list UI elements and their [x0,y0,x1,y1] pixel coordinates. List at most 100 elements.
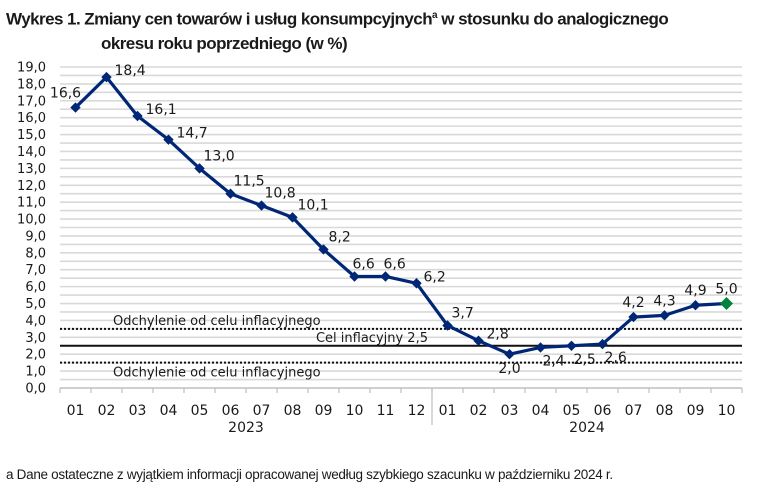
x-tick-label: 10 [718,403,736,419]
data-point-marker [287,212,298,223]
data-point-marker [163,134,174,145]
data-point-marker [318,244,329,255]
y-tick-label: 3,0 [25,331,46,346]
y-tick-label: 12,0 [17,179,46,194]
y-axis-ticks: 0,0 1,0 2,0 3,0 4,0 5,0 6,0 7,0 8,0 9,010,0 11,0 12… [17,61,46,397]
y-tick-label: 4,0 [25,314,46,329]
series-line-path [74,75,727,356]
data-label: 16,1 [146,102,177,118]
x-tick-label: 03 [501,403,519,419]
data-point-marker [628,311,639,323]
y-tick-label: 8,0 [25,246,46,261]
data-label: 2,4 [543,353,565,369]
x-axis: 01 02 03 04 05 06 07 08 09 10 11 12 01 02 03 04 05 06 07 08… [59,387,743,436]
title-line1: Wykres 1. Zmiany cen towarów i usług kon… [6,9,433,29]
series-line [74,75,727,356]
y-tick-label: 5,0 [25,297,46,312]
y-tick-label: 7,0 [25,263,46,278]
y-tick-label: 14,0 [17,145,46,160]
x-tick-label: 11 [377,403,395,419]
data-label: 3,7 [452,305,474,321]
data-point-marker [720,297,733,311]
data-point-marker [132,110,143,122]
x-tick-label: 05 [191,403,209,419]
y-tick-label: 11,0 [17,196,46,211]
data-label: 6,6 [353,256,375,272]
y-tick-label: 10,0 [17,213,46,228]
x-tick-label: 08 [656,403,674,419]
x-tick-label: 05 [563,403,581,419]
x-tick-label: 07 [625,403,643,419]
title-line1-rest: w stosunku do analogicznego [437,9,669,29]
data-point-marker [70,102,81,113]
x-tick-label: 12 [408,403,426,419]
y-tick-label: 13,0 [17,162,46,177]
x-tick-label: 06 [594,403,612,419]
data-point-marker [566,340,577,351]
data-point-marker [597,338,608,350]
x-group-label: 2024 [569,420,605,436]
title-line2: okresu roku poprzedniego (w %) [101,33,348,53]
y-tick-label: 18,0 [17,77,46,92]
x-group-label: 2023 [228,420,264,436]
data-point-marker [504,349,515,360]
reference-line-label: Odchylenie od celu inflacyjnego [113,366,321,381]
data-point-marker [411,278,422,289]
data-label: 2,8 [487,327,509,343]
y-tick-label: 6,0 [25,280,46,295]
reference-line-label: Odchylenie od celu inflacyjnego [113,314,321,329]
y-tick-label: 19,0 [17,61,46,76]
data-label: 2,0 [498,361,520,377]
y-tick-label: 9,0 [25,229,46,244]
reference-lines: Odchylenie od celu inflacyjnego Cel infla… [60,314,742,381]
data-point-marker [473,335,484,346]
data-label: 2,5 [574,352,596,368]
data-label: 5,0 [715,282,737,298]
data-label: 10,8 [265,186,296,202]
footnote: a Dane ostateczne z wyjątkiem informacji… [6,467,613,482]
data-point-marker [256,200,267,211]
gridlines [60,66,742,381]
data-point-marker [690,300,701,311]
data-point-marker [535,342,546,353]
data-point-marker [225,188,236,199]
y-tick-label: 0,0 [25,382,46,397]
title-footnote-marker: a [432,10,438,21]
data-label: 6,6 [384,256,406,272]
data-point-marker [659,310,670,321]
x-tick-label: 01 [439,403,457,419]
data-labels: 16,618,416,114,713,011,510,810,18,26,6 6,… [50,63,738,377]
x-tick-label: 02 [98,403,116,419]
reference-line-label: Cel inflacyjny 2,5 [316,331,428,346]
data-label: 4,9 [684,283,706,299]
x-tick-label: 04 [160,403,178,419]
data-point-marker [380,271,391,282]
line-chart: 0,0 1,0 2,0 3,0 4,0 5,0 6,0 7,0 8,0 9,010,0 11,0 12… [17,61,743,436]
x-tick-label: 09 [687,403,705,419]
data-point-marker [442,320,453,331]
data-point-marker [194,163,205,174]
data-label: 14,7 [177,126,208,142]
y-tick-label: 17,0 [17,94,46,109]
data-point-marker [349,271,360,282]
series-markers [70,71,733,360]
chart-title: Wykres 1. Zmiany cen towarów i usług kon… [6,4,669,56]
x-tick-label: 08 [284,403,302,419]
data-label: 13,0 [204,148,235,164]
x-tick-label: 10 [346,403,364,419]
data-label: 18,4 [115,63,146,79]
x-tick-label: 03 [129,403,147,419]
data-label: 10,1 [298,197,329,213]
data-label: 11,5 [234,174,265,190]
data-label: 4,3 [653,293,675,309]
data-label: 16,6 [50,86,81,102]
data-label: 6,2 [424,269,446,285]
x-tick-label: 04 [532,403,550,419]
y-tick-label: 15,0 [17,128,46,143]
x-tick-label: 07 [253,403,271,419]
x-tick-label: 02 [470,403,488,419]
x-tick-label: 09 [315,403,333,419]
x-tick-label: 01 [67,403,85,419]
data-point-marker [101,71,112,83]
y-tick-label: 1,0 [25,365,46,380]
